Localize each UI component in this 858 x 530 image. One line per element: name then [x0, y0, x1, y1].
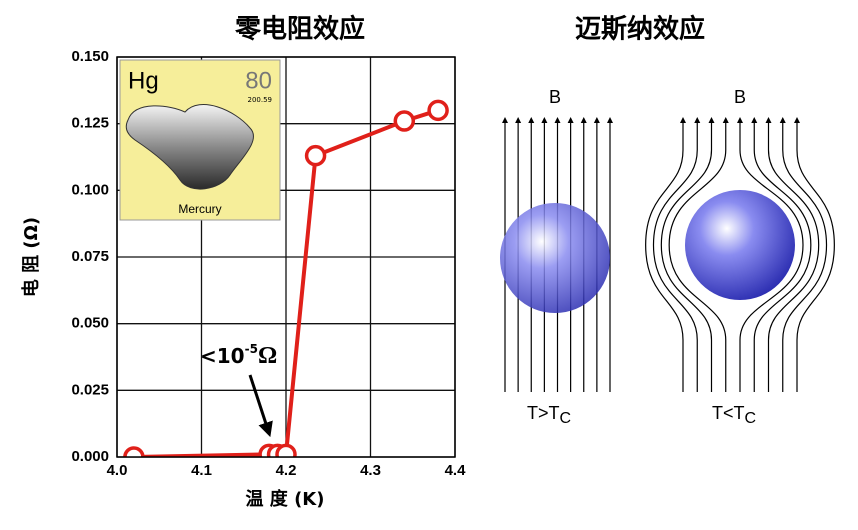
field-line — [645, 117, 686, 392]
field-line — [660, 117, 715, 392]
annotation-exponent: -5 — [245, 342, 258, 356]
y-tick-label: 0.000 — [71, 448, 109, 465]
condition-text: T<T — [712, 403, 745, 423]
field-line — [652, 117, 701, 392]
condition-label: T>TC — [527, 403, 571, 427]
y-tick-label: 0.150 — [71, 48, 109, 65]
x-tick-label: 4.4 — [445, 462, 467, 479]
data-point — [393, 110, 416, 132]
data-point — [427, 99, 449, 122]
inset: Hg 80 200.59 Mercury — [119, 59, 281, 221]
field-line — [779, 117, 828, 392]
y-tick-label: 0.125 — [71, 115, 109, 132]
field-label: B — [734, 87, 746, 107]
y-axis-label: 电 阻 (Ω) — [20, 217, 42, 297]
condition-subscript: C — [559, 410, 571, 427]
chart-title: 零电阻效应 — [235, 14, 365, 45]
mercury-drop — [125, 104, 254, 190]
y-tick-label: 0.050 — [71, 315, 109, 332]
atomic-number: 80 — [245, 67, 272, 94]
data-point — [123, 446, 145, 457]
field-line — [751, 117, 812, 392]
annotation: <10-5Ω — [200, 342, 277, 369]
x-tick-label: 4.0 — [107, 462, 128, 479]
condition-subscript: C — [744, 410, 756, 427]
y-tick-label: 0.025 — [71, 381, 109, 398]
field-line — [737, 117, 804, 392]
superconductor-sphere — [500, 203, 610, 313]
plot-area — [123, 99, 449, 457]
diagram-title: 迈斯纳效应 — [575, 14, 705, 45]
field-label: B — [549, 87, 561, 107]
annotation-arrow — [248, 374, 273, 438]
y-tick-label: 0.100 — [71, 181, 109, 198]
condition-text: T>T — [527, 403, 560, 423]
field-line — [668, 117, 729, 392]
x-tick-label: 4.2 — [276, 462, 297, 479]
x-axis-label: 温 度 (K) — [246, 488, 325, 510]
data-point — [304, 144, 327, 167]
data-point — [275, 443, 297, 457]
plot-frame — [116, 56, 456, 458]
x-tick-label: 4.3 — [360, 462, 381, 479]
condition-label: T<TC — [712, 403, 756, 427]
superconductor-sphere — [685, 190, 795, 300]
x-tick-label: 4.1 — [191, 462, 212, 479]
element-name: Mercury — [178, 202, 221, 216]
element-symbol: Hg — [128, 67, 159, 94]
annotation-unit: Ω — [258, 343, 277, 369]
atomic-mass: 200.59 — [248, 96, 273, 104]
field-line — [794, 117, 835, 392]
y-tick-label: 0.075 — [71, 248, 109, 265]
annotation-base: <10 — [200, 344, 245, 368]
field-line — [765, 117, 820, 392]
